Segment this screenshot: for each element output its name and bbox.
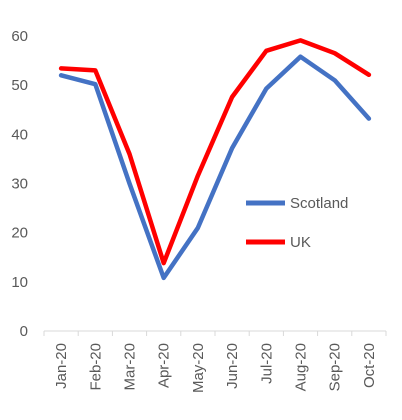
- y-tick-label: 40: [11, 126, 28, 143]
- x-tick-label: Feb-20: [87, 343, 104, 391]
- legend-label-scotland: Scotland: [290, 195, 348, 212]
- legend-label-uk: UK: [290, 234, 311, 251]
- x-tick-label: Aug-20: [293, 343, 310, 391]
- y-tick-label: 50: [11, 77, 28, 94]
- x-tick-label: May-20: [190, 343, 207, 393]
- x-tick-label: Mar-20: [122, 343, 139, 391]
- x-tick-label: Jan-20: [53, 343, 70, 389]
- y-tick-label: 60: [11, 28, 28, 45]
- x-axis-tick-labels: Jan-20 Feb-20 Mar-20 Apr-20 May-20 Jun-20 Jul-…: [53, 343, 378, 393]
- x-tick-label: Jul-20: [258, 343, 275, 384]
- series-lines: [58, 38, 372, 281]
- y-axis-tick-labels: 0 10 20 30 40 50 60: [11, 28, 28, 340]
- legend-item-uk: UK: [246, 234, 311, 251]
- series-line-scotland: [58, 54, 372, 281]
- y-tick-label: 30: [11, 176, 28, 193]
- legend: Scotland UK: [246, 195, 348, 251]
- y-tick-label: 20: [11, 225, 28, 242]
- x-tick-label: Oct-20: [361, 343, 378, 388]
- x-tick-label: Apr-20: [156, 343, 173, 388]
- legend-item-scotland: Scotland: [246, 195, 348, 212]
- y-tick-label: 10: [11, 274, 28, 291]
- x-axis-ticks: [43, 331, 387, 336]
- x-tick-label: Jun-20: [224, 343, 241, 389]
- x-tick-label: Sep-20: [327, 343, 344, 391]
- series-line-uk: [58, 38, 372, 266]
- y-tick-label: 0: [20, 323, 28, 340]
